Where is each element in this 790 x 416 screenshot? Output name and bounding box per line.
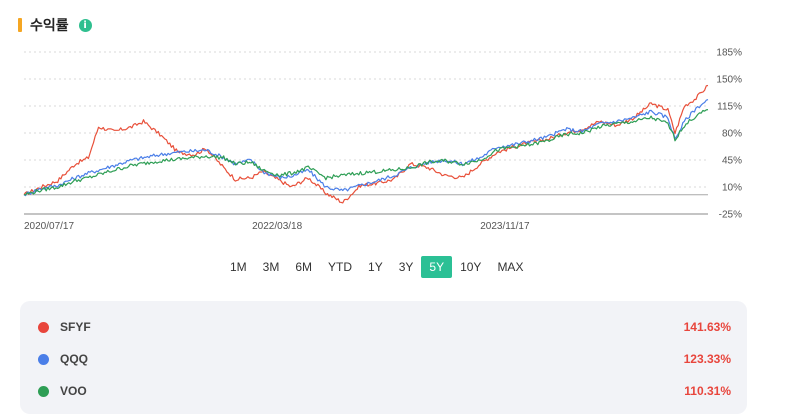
legend-return-value: 123.33%: [683, 352, 731, 366]
legend-row-qqq: QQQ 123.33%: [20, 348, 747, 370]
series-line-qqq: [23, 99, 709, 197]
y-tick-label: 185%: [716, 48, 742, 59]
y-tick-label: 10%: [722, 183, 742, 194]
legend-return-value: 141.63%: [683, 320, 731, 334]
series-line-voo: [23, 109, 709, 196]
range-button-6m[interactable]: 6M: [295, 260, 313, 274]
x-tick-label: 2023/11/17: [480, 221, 530, 232]
range-button-10y[interactable]: 10Y: [460, 260, 482, 274]
y-tick-label: 150%: [716, 75, 742, 86]
range-button-5y[interactable]: 5Y: [421, 256, 453, 278]
page-title: 수익률: [30, 17, 69, 33]
chart-series: [23, 84, 709, 204]
legend-color-dot: [38, 353, 49, 365]
time-range-selector: 1M 3M 6M YTD 1Y 3Y 5Y 10Y MAX: [222, 256, 531, 278]
x-tick-label: 2020/07/17: [24, 221, 74, 232]
y-tick-label: 80%: [722, 129, 742, 140]
legend-ticker-name: SFYF: [60, 320, 91, 334]
legend-return-value: 110.31%: [684, 384, 731, 398]
y-tick-label: 115%: [717, 102, 742, 113]
y-axis-ticks: 185% 150% 115% 80% 45% 10% -25%: [716, 48, 742, 221]
y-tick-label: 45%: [722, 156, 742, 167]
range-button-3m[interactable]: 3M: [262, 260, 280, 274]
y-tick-label: -25%: [719, 210, 742, 221]
legend-ticker-name: QQQ: [60, 352, 89, 366]
legend-color-dot: [38, 321, 49, 333]
title-accent-bar: [18, 18, 22, 32]
returns-line-chart: 185% 150% 115% 80% 45% 10% -25% 2020/07/17 2022…: [23, 48, 742, 232]
returns-legend-panel: SFYF 141.63% QQQ 123.33% VOO 110.31%: [20, 301, 747, 414]
legend-row-voo: VOO 110.31%: [20, 380, 747, 402]
series-line-sfyf: [23, 84, 709, 204]
x-axis-ticks: 2020/07/17 2022/03/18 2023/11/17: [24, 221, 530, 232]
range-button-1m[interactable]: 1M: [230, 260, 247, 274]
range-button-3y[interactable]: 3Y: [398, 260, 414, 274]
chart-header: 수익률 i: [18, 14, 92, 36]
legend-row-sfyf: SFYF 141.63%: [20, 316, 747, 338]
legend-ticker-name: VOO: [60, 384, 87, 398]
chart-grid: [24, 51, 708, 215]
range-button-ytd[interactable]: YTD: [328, 260, 353, 274]
range-button-max[interactable]: MAX: [497, 260, 524, 274]
legend-color-dot: [38, 385, 49, 397]
info-icon[interactable]: i: [78, 18, 92, 32]
range-button-1y[interactable]: 1Y: [368, 260, 383, 274]
x-tick-label: 2022/03/18: [252, 221, 302, 232]
